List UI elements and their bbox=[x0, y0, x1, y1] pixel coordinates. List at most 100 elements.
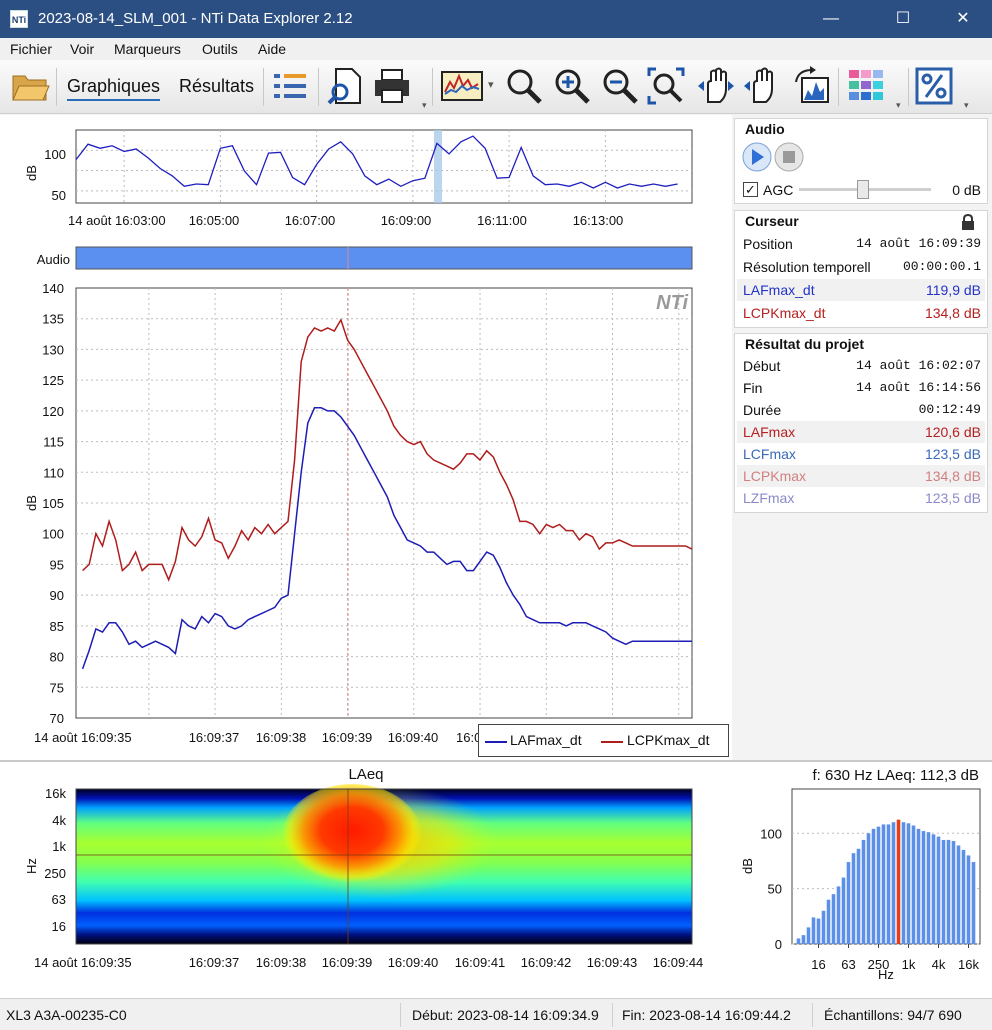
spectrum-bar bbox=[816, 918, 821, 944]
chart-legend[interactable]: LAFmax_dt LCPKmax_dt bbox=[478, 724, 729, 757]
spectrum-bar bbox=[846, 862, 851, 944]
main-ytick: 105 bbox=[42, 496, 64, 511]
menu-tools[interactable]: Outils bbox=[202, 41, 238, 57]
cursor-row-lafmax[interactable]: LAFmax_dt 119,9 dB bbox=[737, 279, 985, 301]
result-row-lcpkmax[interactable]: LCPKmax 134,8 dB bbox=[737, 465, 985, 487]
zoom-fit-icon[interactable] bbox=[646, 66, 686, 106]
status-start: Début: 2023-08-14 16:09:34.9 bbox=[412, 1007, 599, 1023]
spectrum-bar bbox=[906, 823, 911, 944]
spectrogram-plot[interactable] bbox=[75, 784, 693, 945]
color-palette-icon[interactable] bbox=[846, 66, 886, 106]
open-folder-icon[interactable] bbox=[10, 66, 50, 106]
nti-logo: NTi bbox=[656, 292, 688, 314]
result-row-lzfmax[interactable]: LZFmax 123,5 dB bbox=[737, 487, 985, 509]
main-chart-frame bbox=[75, 287, 693, 719]
spectrum-header: f: 630 Hz LAeq: 112,3 dB bbox=[812, 767, 979, 784]
spectrum-xlabel: Hz bbox=[878, 967, 894, 982]
main-chart[interactable]: 707580859095100105110115120125130135140 … bbox=[24, 281, 693, 745]
menu-help[interactable]: Aide bbox=[258, 41, 287, 57]
pan-horizontal-icon[interactable] bbox=[742, 66, 782, 106]
overview-xtick: 16:13:00 bbox=[573, 213, 624, 228]
spectrum-bar bbox=[826, 899, 831, 944]
zoom-in-icon[interactable] bbox=[552, 66, 592, 106]
palette-dropdown-icon[interactable]: ▾ bbox=[896, 100, 901, 110]
legend-lcpkmax-label: LCPKmax_dt bbox=[627, 732, 710, 748]
result-row-key: LAFmax bbox=[743, 424, 796, 440]
minimize-button[interactable]: — bbox=[823, 10, 839, 27]
tab-graphs[interactable]: Graphiques bbox=[67, 76, 161, 101]
audio-waveform-bar[interactable] bbox=[75, 246, 693, 270]
toolbar-overflow-icon[interactable]: ▾ bbox=[422, 100, 427, 110]
maximize-button[interactable]: ☐ bbox=[895, 10, 911, 27]
spectrum-bar bbox=[951, 841, 956, 944]
pan-icon[interactable] bbox=[696, 66, 736, 106]
cursor-panel-title: Curseur bbox=[745, 213, 799, 229]
status-bar: XL3 A3A-00235-C0 Début: 2023-08-14 16:09… bbox=[0, 998, 992, 1030]
overview-chart[interactable]: dB 100 50 14 août 16:03:00 16:05:00 16:0… bbox=[24, 129, 693, 228]
window-title: 2023-08-14_SLM_001 - NTi Data Explorer 2… bbox=[38, 10, 353, 27]
spectrum-bar bbox=[936, 836, 941, 944]
close-button[interactable]: ✕ bbox=[956, 10, 970, 27]
spectrogram-xtick: 14 août 16:09:35 bbox=[34, 955, 132, 970]
result-row-lafmax[interactable]: LAFmax 120,6 dB bbox=[737, 421, 985, 443]
overview-xtick: 16:09:00 bbox=[381, 213, 432, 228]
play-icon[interactable] bbox=[742, 142, 772, 172]
overview-selection[interactable] bbox=[434, 130, 442, 203]
spectrum-bar-selected bbox=[896, 819, 901, 944]
overview-xtick: 16:07:00 bbox=[285, 213, 336, 228]
spectrum-bar bbox=[876, 826, 881, 944]
spectrum-chart[interactable] bbox=[791, 788, 981, 945]
result-row-key: Fin bbox=[743, 380, 763, 396]
zoom-icon[interactable] bbox=[504, 66, 544, 106]
print-icon[interactable] bbox=[372, 66, 412, 106]
spectrogram-svg: LAeq Hz 16k 4k 1k 250 63 16 14 août 16:0… bbox=[24, 766, 981, 982]
stop-icon[interactable] bbox=[774, 142, 804, 172]
result-row-lcfmax[interactable]: LCFmax 123,5 dB bbox=[737, 443, 985, 465]
gain-slider-thumb[interactable] bbox=[857, 180, 869, 199]
result-row-duration: Durée 00:12:49 bbox=[737, 399, 985, 421]
more-dropdown-icon[interactable]: ▾ bbox=[964, 100, 969, 110]
tab-results[interactable]: Résultats bbox=[179, 76, 255, 96]
result-row-value: 00:12:49 bbox=[918, 402, 981, 417]
overview-grid bbox=[76, 130, 692, 203]
overview-ytick: 50 bbox=[52, 188, 66, 203]
audio-track[interactable]: Audio bbox=[37, 246, 693, 270]
spectrum-bar bbox=[841, 877, 846, 944]
cursor-row-value: 134,8 dB bbox=[924, 305, 981, 321]
overview-line bbox=[75, 135, 678, 189]
cursor-row-lcpkmax[interactable]: LCPKmax_dt 134,8 dB bbox=[737, 302, 985, 324]
chart-view-icon[interactable] bbox=[440, 66, 484, 106]
lock-icon[interactable] bbox=[961, 214, 975, 230]
spectrum-bar bbox=[956, 845, 961, 944]
chart-view-dropdown-icon[interactable]: ▾ bbox=[488, 79, 494, 91]
cursor-row-value: 119,9 dB bbox=[925, 282, 981, 298]
spectrum-bar bbox=[871, 828, 876, 944]
toolbar-separator bbox=[838, 68, 839, 106]
list-view-icon[interactable] bbox=[270, 66, 310, 106]
overview-ylabel: dB bbox=[24, 165, 39, 181]
result-row-key: LCFmax bbox=[743, 446, 796, 462]
menu-file[interactable]: Fichier bbox=[10, 41, 53, 57]
menu-view[interactable]: Voir bbox=[70, 41, 95, 57]
gain-value: 0 dB bbox=[952, 182, 981, 198]
spectrum-bar bbox=[921, 831, 926, 944]
search-document-icon[interactable] bbox=[326, 66, 366, 106]
export-chart-icon[interactable] bbox=[792, 66, 832, 106]
agc-checkbox[interactable]: ✓ bbox=[743, 182, 758, 197]
spectrum-xtick: 16k bbox=[958, 957, 979, 972]
menu-markers[interactable]: Marqueurs bbox=[114, 41, 181, 57]
project-result-panel: Résultat du projet Début 14 août 16:02:0… bbox=[734, 333, 988, 513]
cursor-row-key: Résolution temporell bbox=[743, 259, 871, 275]
main-xtick: 14 août 16:09:35 bbox=[34, 730, 132, 745]
main-ytick: 95 bbox=[50, 557, 64, 572]
toolbar-separator bbox=[56, 68, 57, 106]
spectrum-bar bbox=[916, 828, 921, 944]
spectrum-bar bbox=[901, 822, 906, 944]
main-ytick: 85 bbox=[50, 619, 64, 634]
status-samples: Échantillons: 94/7 690 bbox=[824, 1007, 962, 1023]
percent-icon[interactable] bbox=[914, 66, 954, 106]
zoom-out-icon[interactable] bbox=[600, 66, 640, 106]
spectrum-bar bbox=[861, 839, 866, 944]
spectrum-ytick: 100 bbox=[760, 826, 782, 841]
toolbar-separator bbox=[432, 68, 433, 106]
